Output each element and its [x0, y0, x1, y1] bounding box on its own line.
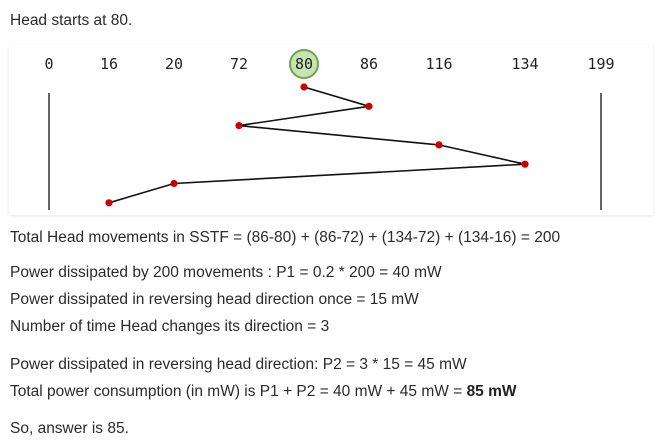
start-track-highlight [289, 49, 319, 79]
direction-changes-text: Number of time Head changes its directio… [10, 318, 330, 335]
track-label-16: 16 [100, 55, 118, 73]
track-label-86: 86 [360, 55, 378, 73]
track-label-116: 116 [425, 55, 452, 73]
track-label-134: 134 [511, 55, 538, 73]
power-reverse-total-text: Power dissipated in reversing head direc… [10, 356, 467, 373]
track-label-80: 80 [295, 55, 313, 73]
total-movements-text: Total Head movements in SSTF = (86-80) +… [10, 229, 561, 246]
track-label-0: 0 [44, 55, 53, 73]
power-reverse-once-text: Power dissipated in reversing head direc… [10, 291, 419, 308]
sstf-diagram: 0 16 20 72 80 86 116 134 199 [9, 45, 653, 215]
track-label-199: 199 [587, 55, 614, 73]
request-point-16 [105, 199, 113, 207]
request-point-116 [435, 141, 443, 149]
total-power-answer: 85 mW [466, 383, 517, 400]
power-movements-text: Power dissipated by 200 movements : P1 =… [10, 264, 442, 281]
track-label-20: 20 [165, 55, 183, 73]
request-point-20 [170, 179, 178, 188]
total-power-prefix: Total power consumption (in mW) is P1 + … [10, 383, 467, 400]
answer-text: So, answer is 85. [10, 420, 129, 437]
request-point-86 [365, 102, 373, 110]
request-point-72 [235, 122, 243, 130]
sstf-diagram-svg: 0 16 20 72 80 86 116 134 199 [44, 49, 615, 210]
track-label-72: 72 [230, 55, 248, 73]
request-point-134 [521, 160, 529, 168]
intro-text: Head starts at 80. [10, 12, 133, 29]
total-power-text: Total power consumption (in mW) is P1 + … [10, 382, 517, 402]
request-point-80 [300, 83, 308, 91]
